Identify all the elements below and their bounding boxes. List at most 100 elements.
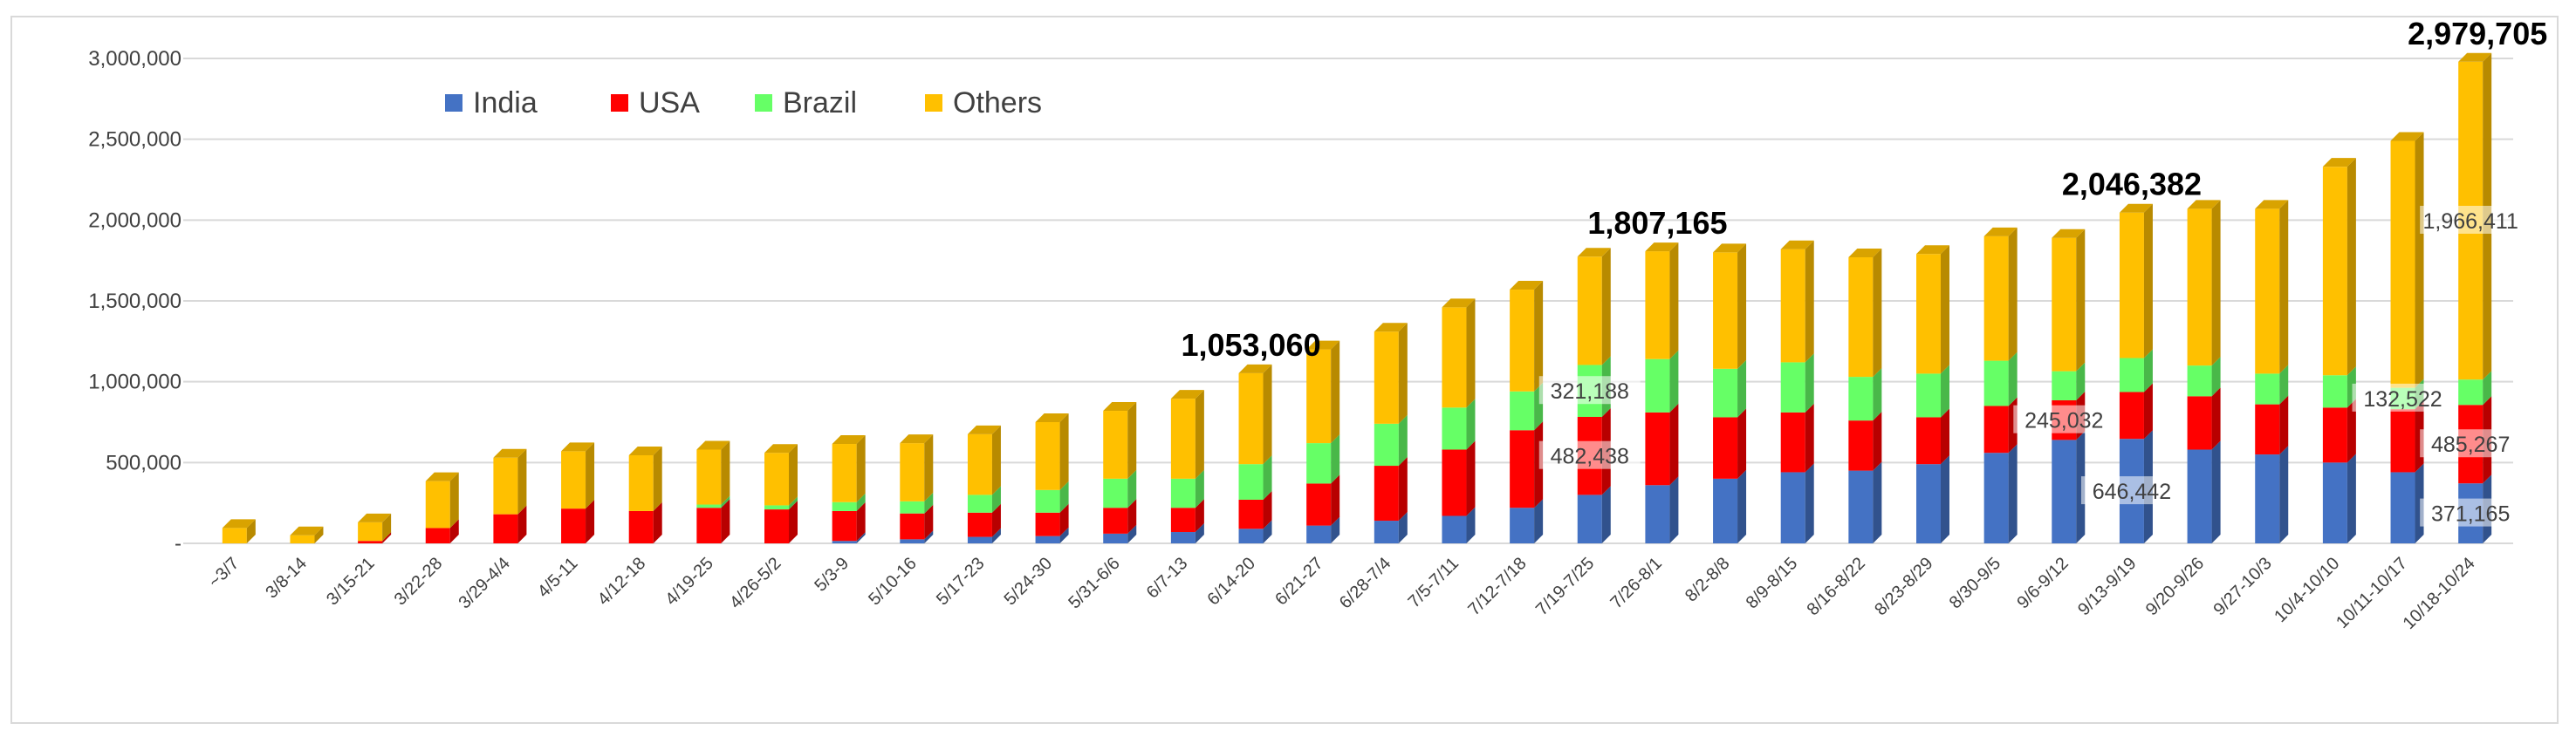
bar-top — [1645, 242, 1679, 252]
x-tick-label: 8/9-8/15 — [1743, 554, 1801, 612]
bar-segment-brazil — [1238, 464, 1264, 500]
bar-segment-usa — [900, 513, 925, 540]
data-label: 482,438 — [1551, 445, 1629, 469]
bar-segment-others — [696, 449, 722, 505]
bar-top — [1983, 227, 2018, 236]
bar-segment-usa — [1916, 417, 1941, 465]
bar-segment-usa — [832, 510, 857, 542]
bar-side-india — [1127, 524, 1137, 543]
bar-top — [900, 434, 934, 444]
bar-segment-usa — [561, 508, 586, 543]
bar-segment-india — [2187, 449, 2212, 543]
bar-segment-others — [1238, 372, 1264, 465]
bar-top — [290, 526, 324, 536]
bar-segment-india — [1983, 453, 2009, 543]
bar-segment-usa — [1170, 508, 1196, 533]
bar-side-others — [1127, 402, 1137, 479]
bar-segment-brazil — [2052, 371, 2077, 400]
x-tick-label: 4/26-5/2 — [726, 554, 784, 612]
bar-side-others — [1737, 243, 1747, 369]
legend-label-usa: USA — [639, 86, 700, 119]
bar-side-india — [1669, 476, 1679, 543]
legend-swatch-brazil — [755, 94, 772, 112]
bar-top — [2390, 132, 2424, 141]
bar-segment-india — [2390, 472, 2415, 543]
bar-segment-others — [1916, 254, 1941, 374]
bar-side-india — [1941, 455, 1949, 543]
bar-segment-usa — [2390, 409, 2415, 473]
y-tick-label: 1,500,000 — [88, 290, 182, 313]
x-tick-label: 9/13-9/19 — [2074, 554, 2140, 619]
bar-segment-india — [1645, 485, 1670, 543]
bar-side-brazil — [1466, 399, 1476, 450]
bar-side-others — [2143, 203, 2153, 358]
bar-segment-brazil — [2322, 375, 2347, 408]
bar-side-usa — [2211, 387, 2221, 450]
bar-segment-brazil — [1645, 358, 1670, 413]
bar-segment-brazil — [1848, 377, 1874, 421]
data-label-bg — [2420, 429, 2522, 458]
bar-segment-india — [1238, 529, 1264, 543]
data-label-bg — [1538, 440, 1641, 469]
bar-side-usa — [1127, 499, 1137, 534]
bar-top — [1374, 323, 1408, 332]
bar-side-brazil — [2279, 365, 2289, 405]
bar-segment-brazil — [967, 495, 992, 513]
bar-segment-india — [1780, 472, 1805, 543]
bar-side-brazil — [1737, 359, 1747, 418]
bar-side-india — [1059, 527, 1069, 543]
bar-segment-usa — [425, 528, 450, 543]
legend-swatch-india — [445, 94, 462, 112]
y-tick-label: 1,000,000 — [88, 371, 182, 394]
bar-segment-others — [1780, 249, 1805, 363]
bar-side-others — [1873, 248, 1882, 378]
bar-side-others — [2346, 158, 2356, 376]
total-label: 2,046,382 — [2062, 167, 2202, 202]
bar-side-brazil — [1941, 365, 1949, 418]
bar-side-usa — [1331, 474, 1340, 526]
bar-top — [1713, 243, 1747, 253]
bar-top — [696, 440, 730, 450]
bar-side-others — [1534, 281, 1544, 392]
bar-top — [2322, 158, 2356, 167]
bar-segment-others — [628, 454, 654, 511]
bar-top — [967, 425, 1001, 434]
bar-segment-others — [2052, 237, 2077, 372]
bar-side-india — [1398, 512, 1408, 543]
y-tick-label: 3,000,000 — [88, 47, 182, 71]
bar-segment-india — [1510, 508, 1535, 543]
bar-segment-brazil — [2119, 358, 2144, 392]
bar-top — [2255, 200, 2289, 209]
bar-segment-india — [1170, 532, 1196, 543]
bar-segment-india — [1306, 525, 1332, 543]
x-tick-label: 5/31-6/6 — [1065, 554, 1123, 612]
bar-side-brazil — [2143, 349, 2153, 392]
bar-side-usa — [1263, 490, 1272, 529]
bar-segment-usa — [2119, 392, 2144, 440]
bar-side-usa — [2346, 399, 2356, 463]
bar-segment-brazil — [1442, 407, 1467, 450]
bar-segment-others — [900, 443, 925, 501]
x-tick-label: 7/5-7/11 — [1405, 554, 1463, 611]
bar-segment-brazil — [764, 505, 789, 510]
bar-side-india — [1601, 486, 1611, 543]
bar-side-usa — [382, 532, 392, 543]
bar-side-others — [1195, 390, 1204, 479]
bar-segment-usa — [493, 514, 518, 543]
bar-side-india — [856, 532, 866, 543]
x-tick-label: 6/14-20 — [1204, 554, 1260, 610]
data-label-bg — [2352, 383, 2454, 412]
legend-swatch-usa — [611, 94, 628, 112]
bar-side-usa — [1737, 408, 1747, 479]
bar-side-india — [2279, 446, 2289, 543]
bar-side-brazil — [1805, 353, 1814, 413]
bar-side-brazil — [1263, 455, 1272, 500]
x-tick-label: 7/12-7/18 — [1464, 554, 1530, 619]
bar-side-india — [1195, 523, 1204, 543]
bar-side-usa — [789, 501, 798, 543]
bar-segment-others — [2187, 208, 2212, 366]
bar-segment-usa — [2187, 396, 2212, 450]
x-tick-label: 8/23-8/29 — [1871, 554, 1936, 619]
bar-side-others — [856, 435, 866, 502]
bar-top — [493, 448, 527, 458]
